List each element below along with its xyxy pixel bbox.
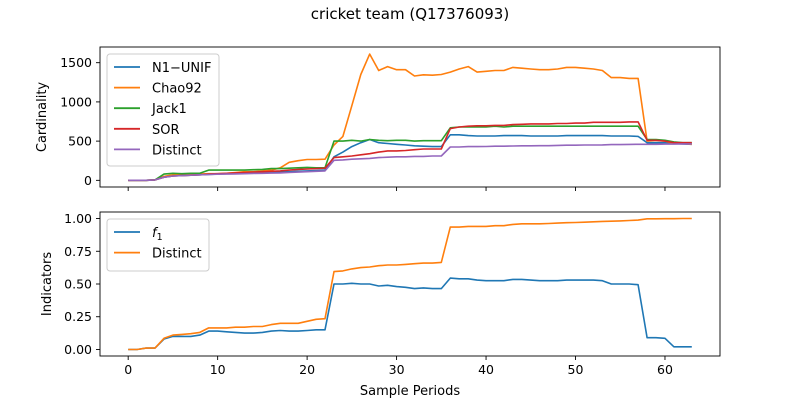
x-axis-label: Sample Periods	[360, 384, 460, 399]
series-line-1-1	[128, 217, 692, 351]
legend-label: f1	[152, 226, 163, 243]
y-axis-label: Indicators	[40, 252, 55, 316]
x-tick-label: 30	[389, 362, 405, 377]
y-tick-label: 500	[68, 134, 92, 149]
figure-title: cricket team (Q17376093)	[311, 5, 509, 23]
series-line-0-4	[128, 143, 692, 182]
y-tick-label: 0.75	[64, 244, 92, 259]
legend-label: Jack1	[151, 102, 187, 117]
x-tick-label: 20	[299, 362, 315, 377]
y-tick-label: 1500	[60, 55, 92, 70]
indicators-panel: 0 10 20 30 40 50 60 0.00 0.25 0.50 0.75 1.00 Indicat…	[40, 211, 721, 399]
legend-label-main: f	[152, 226, 159, 241]
x-tick-label: 40	[478, 362, 494, 377]
legend: N1−UNIF Chao92 Jack1 SOR Distinct	[106, 53, 220, 167]
plot-frame	[99, 46, 721, 188]
x-tick-label: 50	[568, 362, 584, 377]
legend-label: SOR	[152, 123, 180, 138]
y-tick-label: 0.00	[64, 342, 92, 357]
legend-label: Distinct	[152, 143, 202, 158]
y-tick-label: 0.50	[64, 277, 92, 292]
legend-label: Distinct	[152, 247, 202, 262]
y-tick-label: 0.25	[64, 309, 92, 324]
legend-label-subscript: 1	[157, 232, 163, 243]
legend-label: Chao92	[152, 82, 202, 97]
legend-box	[106, 218, 210, 272]
cardinality-panel: 0 500 1000 1500 Cardinality N1−UNIF Chao92 Jack…	[35, 46, 721, 191]
y-tick-label: 1.00	[64, 211, 92, 226]
x-tick-label: 10	[210, 362, 226, 377]
legend-label: N1−UNIF	[152, 61, 211, 76]
series-line-0-2	[128, 125, 692, 182]
y-axis-label: Cardinality	[35, 82, 50, 153]
y-tick-label: 0	[84, 173, 92, 188]
y-tick-label: 1000	[60, 94, 92, 109]
x-tick-label: 60	[657, 362, 673, 377]
series-line-1-0	[128, 277, 692, 351]
legend-box	[106, 53, 220, 167]
x-tick-label: 0	[124, 362, 132, 377]
legend: f1 Distinct	[106, 218, 210, 272]
